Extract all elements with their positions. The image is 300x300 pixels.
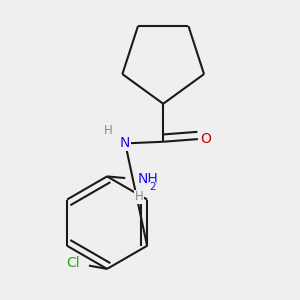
Text: 2: 2 <box>149 182 156 192</box>
Text: N: N <box>120 136 130 150</box>
Text: O: O <box>201 132 212 146</box>
Text: H: H <box>104 124 113 137</box>
Text: NH: NH <box>138 172 158 186</box>
Text: H: H <box>135 190 143 203</box>
Text: Cl: Cl <box>66 256 80 270</box>
